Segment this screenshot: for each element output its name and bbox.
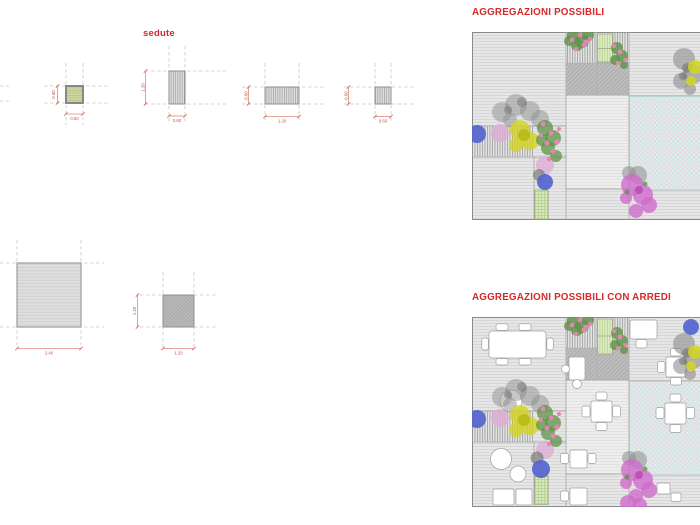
seat-rect [264,86,300,105]
svg-text:1.20: 1.20 [174,351,183,356]
planter-bottom [534,475,549,505]
drawing-module-120x060: 0.60 1.20 [242,63,324,123]
planter-bottom [534,189,549,220]
dimension-width: 0.60 [63,111,86,121]
svg-text:1.20: 1.20 [278,118,287,123]
table-rect [162,294,195,328]
seat-rect [168,70,186,105]
svg-text:1.20: 1.20 [132,306,137,315]
plant-shrub-top [564,32,594,51]
plan-title-top: AGGREGAZIONI POSSIBILI [472,7,605,18]
sedute-label: sedute [143,28,175,39]
cafe-table-group [561,356,586,389]
dining-table-group [481,323,554,366]
seat-rect [65,85,84,104]
table-top-right-group [629,319,658,349]
edge-construction-dashes [0,85,9,102]
svg-text:1.20: 1.20 [140,83,145,92]
dimension-width: 2.40 [14,346,84,356]
svg-text:0.60: 0.60 [51,90,56,99]
platform-rect [16,262,82,328]
drawing-module-120-solid: 1.20 1.20 [132,272,218,356]
drawing-module-060-green: 0.60 0.60 [44,63,110,125]
plant-cluster-bottom [620,451,657,507]
tree-top-right [673,319,700,380]
dimension-height: 0.60 [343,84,351,107]
mid-table-2 [560,487,588,506]
plant-shrub-mid [610,327,628,354]
drawing-module-060x120: 1.20 0.60 [140,46,226,124]
svg-text:0.60: 0.60 [379,118,388,123]
deck-light-cell [566,95,629,189]
plant-cluster-left [472,94,562,190]
vegetation [472,32,700,218]
dimension-height: 0.60 [243,84,251,107]
svg-text:0.60: 0.60 [173,118,182,123]
plant-cluster-bottom [620,166,657,218]
svg-text:0.60: 0.60 [243,91,248,100]
drawing-module-060-striped: 0.60 0.60 [343,63,414,123]
dimension-height: 0.60 [51,83,60,106]
dimension-width: 0.60 [372,114,394,123]
dark-tiles [566,63,629,95]
plan-aggregazioni-arredi [472,317,700,507]
svg-text:2.40: 2.40 [45,351,54,356]
bottom-right-chairs [656,482,682,502]
plant-shrub-mid [610,42,628,69]
plan-aggregazioni [472,32,700,220]
lounge-group [490,448,533,506]
dimension-height: 1.20 [132,292,140,330]
dimension-width: 1.20 [160,346,197,356]
drawing-platform-240: 2.40 [0,240,104,356]
svg-text:0.60: 0.60 [70,116,79,121]
dimension-height: 1.20 [140,68,148,107]
dimension-width: 0.60 [166,113,188,123]
square-table-four-chairs-b [581,391,621,431]
planter-top [597,318,613,355]
vegetation [472,317,700,507]
dimension-width: 1.20 [262,114,302,123]
plan-title-bottom: AGGREGAZIONI POSSIBILI CON ARREDI [472,292,671,303]
planter-top [597,33,613,63]
plant-cluster-left [472,379,562,478]
seat-rect [374,86,392,105]
plant-shrub-top [564,317,594,336]
svg-text:0.60: 0.60 [343,91,348,100]
mid-table-1 [560,449,597,469]
tree-top-right [673,48,700,95]
pool-table-group [655,393,695,433]
